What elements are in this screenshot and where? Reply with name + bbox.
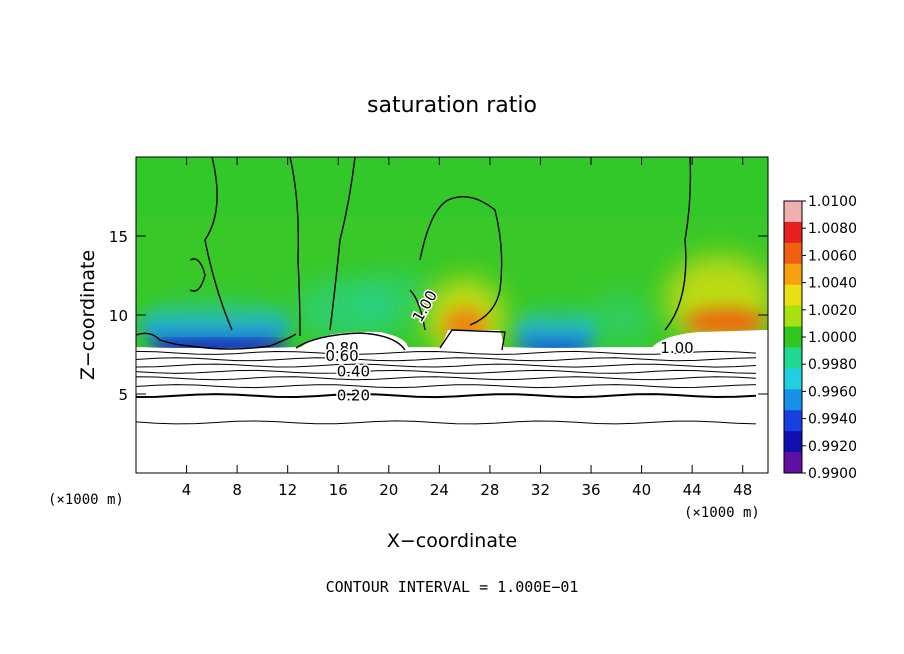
unsaturated-layer [136,348,768,473]
x-tick-label: 12 [278,481,297,499]
colorbar-swatch [784,452,802,474]
colorbar-swatch [784,201,802,223]
x-tick-label: 40 [632,481,651,499]
y-axis-label: Z−coordinate [77,250,99,380]
colorbar-swatch [784,410,802,432]
colorbar-swatch [784,263,802,286]
colorbar-swatch [784,305,802,328]
y-tick-label: 10 [109,307,128,325]
colorbar-label: 0.9900 [808,466,857,482]
contour-level [136,350,757,355]
plot-area: 1.001.000.800.600.400.20 [136,157,768,473]
contour-label: 1.00 [660,339,693,357]
contour-level [136,384,757,389]
y-axis: 5 10 15 [109,228,768,404]
chart-title: saturation ratio [367,93,537,118]
x-tick-label: 20 [379,481,398,499]
contour-level [136,363,757,368]
x-axis-label: X−coordinate [387,530,517,552]
colorbar-swatch [784,242,802,265]
x-tick-label: 36 [581,481,600,499]
colorbar-label: 1.0020 [808,303,857,319]
colorbar-swatch [784,326,802,348]
colorbar-swatch [784,221,802,244]
colorbar-swatch [784,431,802,453]
x-tick-label: 8 [232,481,242,499]
contour-level [136,357,757,362]
contour-level [136,420,757,425]
x-tick-label: 32 [531,481,550,499]
colorbar-swatch [784,347,802,369]
colorbar-label: 0.9940 [808,412,857,428]
y-tick-label: 5 [118,386,128,404]
contour-level [136,376,757,381]
contour-label: 0.60 [325,347,358,365]
colorbar-label: 1.0060 [808,248,857,264]
dry-cells [140,272,655,360]
contour-level [136,393,757,399]
colorbar-label: 0.9960 [808,384,857,400]
colorbar: 1.0100 1.0080 1.0060 1.0040 1.0020 1.0000 0.99… [783,194,857,482]
x-unit-label-right: (×1000 m) [684,505,760,521]
colorbar-label: 1.0080 [808,221,857,237]
x-tick-label: 16 [329,481,348,499]
x-tick-label: 24 [430,481,449,499]
upper-texture [136,157,768,217]
colorbar-swatch [784,284,802,307]
colorbar-swatch [784,368,802,390]
colorbar-label: 0.9980 [808,357,857,373]
x-tick-label: 4 [182,481,192,499]
x-tick-label: 28 [480,481,499,499]
stratified-contours [136,350,757,425]
x-tick-label: 44 [683,481,702,499]
colorbar-label: 1.0040 [808,276,857,292]
contour-label: 0.40 [337,363,370,381]
colorbar-label: 0.9920 [808,439,857,455]
y-tick-label: 15 [109,228,128,246]
colorbar-swatch [784,389,802,411]
x-unit-label-left: (×1000 m) [48,492,124,508]
contour-label: 0.80 [325,339,358,357]
contour-lines [136,157,692,351]
x-tick-label: 48 [733,481,752,499]
contour-level [136,369,757,374]
colorbar-label: 1.0100 [808,194,857,210]
contour-interval-note: CONTOUR INTERVAL = 1.000E−01 [326,578,579,596]
contour-label: 0.20 [337,386,370,404]
colorbar-label: 1.0000 [808,330,857,346]
x-axis: 4 8 12 16 20 24 28 32 36 40 44 48 [182,157,752,499]
